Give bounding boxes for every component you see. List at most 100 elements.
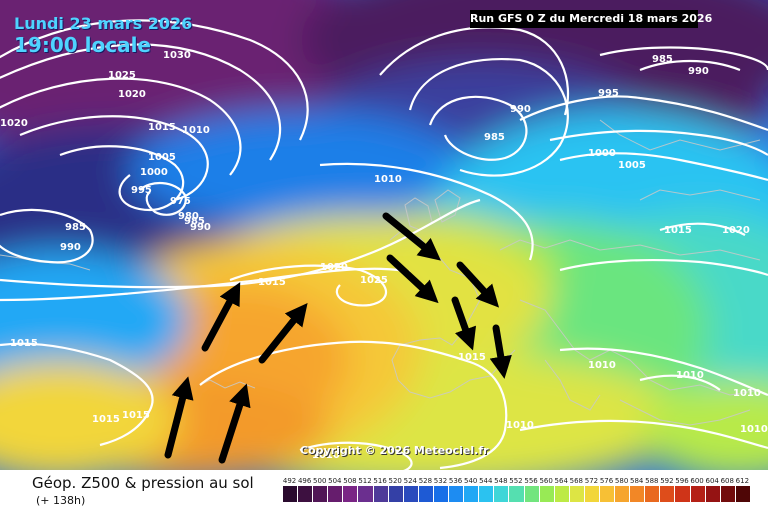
scale-step: 504: [327, 476, 343, 502]
isobar-label: 990: [510, 104, 531, 115]
scale-label: 576: [599, 477, 614, 485]
scale-label: 516: [373, 477, 387, 485]
scale-swatch: [357, 486, 373, 502]
scale-label: 532: [433, 477, 448, 485]
scale-step: 568: [568, 476, 584, 502]
scale-step: 548: [493, 476, 509, 502]
isobar-label: 1030: [163, 50, 191, 61]
arrow-icon: [258, 303, 308, 364]
scale-label: 540: [463, 477, 478, 485]
scale-label: 564: [554, 477, 568, 485]
arrow-icon: [489, 324, 512, 379]
scale-swatch: [372, 486, 388, 502]
scale-swatch: [523, 486, 539, 502]
scale-swatch: [538, 486, 554, 502]
scale-label: 608: [720, 477, 734, 485]
arrow-icon: [218, 383, 251, 464]
scale-label: 552: [509, 477, 523, 485]
scale-label: 536: [448, 477, 463, 485]
arrow-icon: [456, 261, 500, 308]
scale-swatch: [598, 486, 615, 502]
scale-label: 572: [584, 477, 599, 485]
isobar-label: 1025: [108, 70, 136, 81]
scale-label: 604: [705, 477, 719, 485]
scale-swatch: [659, 486, 675, 502]
scale-step: 552: [508, 476, 524, 502]
scale-swatch: [402, 486, 418, 502]
scale-label: 560: [539, 477, 553, 485]
arrow-icon: [386, 254, 439, 304]
scale-step: 492: [282, 476, 298, 502]
scale-step: 604: [704, 476, 720, 502]
scale-step: 508: [342, 476, 358, 502]
isobar-label: 995: [131, 185, 152, 196]
isobar-label: 985: [652, 54, 673, 65]
scale-label: 596: [675, 477, 689, 485]
weather-map: 1030 1025 1020 1020 1015 1010 1005 1000 …: [0, 0, 768, 470]
chart-title: Géop. Z500 & pression au sol: [32, 474, 254, 492]
isobar-label: 1015: [122, 410, 150, 421]
isobar-label: 1020: [0, 118, 28, 129]
scale-label: 512: [358, 477, 372, 485]
scale-label: 592: [660, 477, 674, 485]
scale-label: 600: [690, 477, 704, 485]
isobar-label: 1020: [320, 262, 348, 273]
scale-label: 528: [418, 477, 433, 485]
scale-swatch: [568, 486, 584, 502]
isobar-label: 1010: [733, 388, 761, 399]
scale-swatch: [327, 486, 343, 502]
scale-step: 516: [372, 476, 388, 502]
scale-step: 600: [689, 476, 705, 502]
scale-label: 612: [735, 477, 750, 485]
scale-step: 580: [614, 476, 630, 502]
isobar-label: 1015: [258, 277, 286, 288]
isobar-label: 1015: [458, 352, 486, 363]
isobar-label: 1010: [374, 174, 402, 185]
scale-label: 544: [479, 477, 493, 485]
isobar-label: 1000: [140, 167, 168, 178]
scale-swatch: [719, 486, 735, 502]
scale-step: 576: [598, 476, 615, 502]
scale-step: 500: [312, 476, 328, 502]
arrow-icon: [382, 212, 441, 261]
model-run-label: Run GFS 0 Z du Mercredi 18 mars 2026: [470, 10, 712, 28]
isobar-label: 1010: [182, 125, 210, 136]
isobar-label: 1020: [722, 225, 750, 236]
scale-step: 592: [659, 476, 675, 502]
scale-label: 496: [297, 477, 312, 485]
scale-label: 568: [569, 477, 584, 485]
scale-swatch: [553, 486, 569, 502]
scale-label: 520: [388, 477, 402, 485]
isobar-label: 1015: [10, 338, 38, 349]
isobar-label: 1015: [664, 225, 692, 236]
lead-time: (+ 138h): [36, 494, 86, 507]
scale-swatch: [387, 486, 403, 502]
scale-step: 532: [432, 476, 449, 502]
flow-arrows: [164, 212, 512, 464]
scale-swatch: [734, 486, 750, 502]
scale-step: 520: [387, 476, 403, 502]
scale-swatch: [478, 486, 494, 502]
scale-step: 572: [583, 476, 599, 502]
scale-swatch: [282, 486, 298, 502]
isobar-label: 1010: [312, 450, 340, 461]
isobar-label: 975: [170, 196, 191, 207]
scale-swatch: [689, 486, 705, 502]
isobar-label: 985: [65, 222, 86, 233]
isobar-label: 990: [60, 242, 81, 253]
scale-label: 580: [614, 477, 629, 485]
isobar-label: 990: [190, 222, 211, 233]
scale-step: 612: [734, 476, 750, 502]
scale-swatch: [644, 486, 660, 502]
scale-step: 528: [417, 476, 433, 502]
scale-swatch: [312, 486, 328, 502]
isobar-label: 1000: [588, 148, 616, 159]
isobar-label: 1010: [588, 360, 616, 371]
scale-step: 536: [448, 476, 464, 502]
arrow-icon: [164, 376, 194, 459]
isobar-label: 1005: [618, 160, 646, 171]
color-scale: 492 496 500 504 508 512 516 520 524 528 532 536 540 5…: [282, 476, 750, 502]
scale-step: 564: [553, 476, 569, 502]
scale-label: 508: [343, 477, 357, 485]
scale-swatch: [614, 486, 630, 502]
